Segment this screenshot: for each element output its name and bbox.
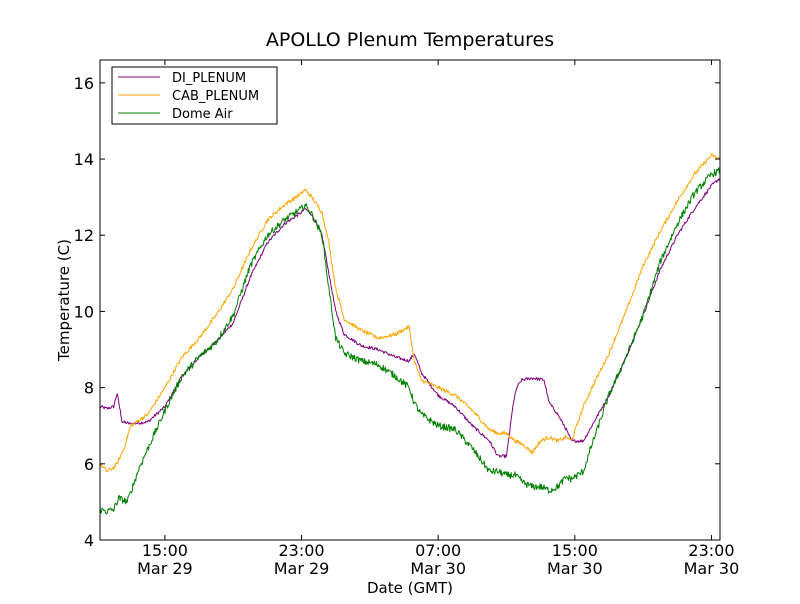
series-layer <box>99 153 721 515</box>
plot-frame <box>99 59 721 541</box>
y-tick-label: 14 <box>74 150 94 169</box>
legend: DI_PLENUM CAB_PLENUM Dome Air <box>111 66 278 125</box>
y-tick-label: 10 <box>74 302 94 321</box>
y-tick-label: 16 <box>74 74 94 93</box>
legend-label-dome-air: Dome Air <box>172 107 233 122</box>
x-tick-time-label: 15:00 <box>552 541 598 560</box>
y-tick-label: 6 <box>84 455 94 474</box>
y-tick-label: 12 <box>74 226 94 245</box>
series-line-dome-air <box>99 167 721 515</box>
y-tick-label: 8 <box>84 379 94 398</box>
series-line-cab-plenum <box>99 153 721 473</box>
x-tick-date-label: Mar 29 <box>274 559 330 578</box>
x-tick-time-label: 07:00 <box>415 541 461 560</box>
x-axis-label: Date (GMT) <box>367 579 453 597</box>
x-tick-date-label: Mar 30 <box>684 559 740 578</box>
chart-title: APOLLO Plenum Temperatures <box>266 29 554 51</box>
legend-label-cab-plenum: CAB_PLENUM <box>172 89 259 104</box>
x-tick-time-label: 23:00 <box>278 541 324 560</box>
x-tick-date-label: Mar 29 <box>137 559 193 578</box>
x-tick-date-label: Mar 30 <box>547 559 603 578</box>
y-tick-label: 4 <box>84 531 94 550</box>
x-tick-time-label: 15:00 <box>142 541 188 560</box>
x-tick-date-label: Mar 30 <box>410 559 466 578</box>
x-tick-time-label: 23:00 <box>688 541 734 560</box>
y-axis-label: Temperature (C) <box>55 239 73 362</box>
legend-label-di-plenum: DI_PLENUM <box>172 71 246 86</box>
